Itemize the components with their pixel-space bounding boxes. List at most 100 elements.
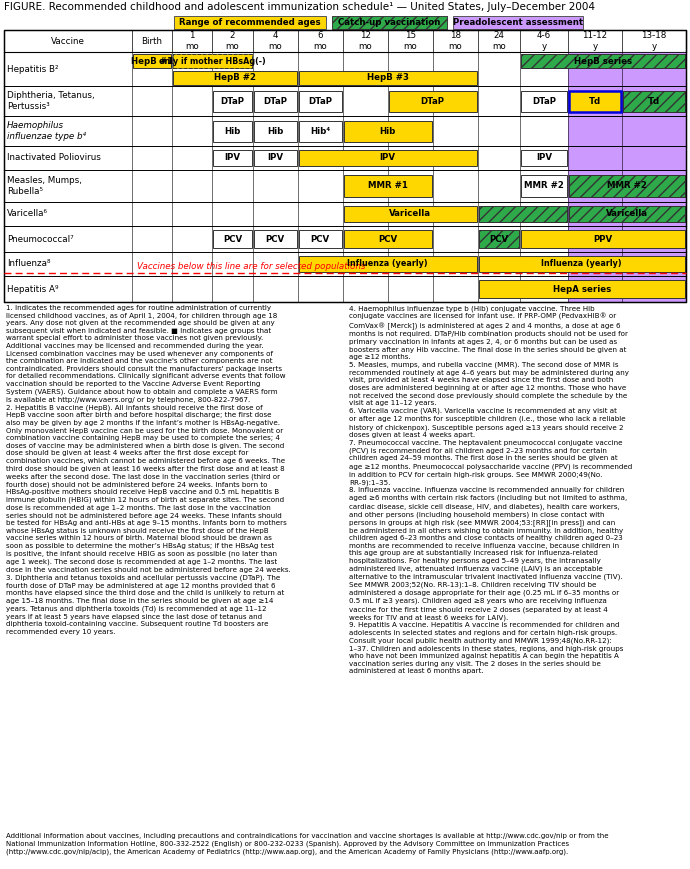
Text: Birth: Birth xyxy=(141,36,163,45)
Bar xyxy=(622,252,686,276)
Text: Diphtheria, Tetanus,
Pertussis³: Diphtheria, Tetanus, Pertussis³ xyxy=(7,91,95,110)
Bar xyxy=(479,206,566,222)
Bar xyxy=(453,16,583,29)
Text: HepB #1: HepB #1 xyxy=(131,56,173,66)
Bar xyxy=(623,90,685,111)
Text: DTaP: DTaP xyxy=(308,96,332,105)
Text: HepA series: HepA series xyxy=(553,284,611,294)
Bar xyxy=(299,121,342,142)
Bar xyxy=(568,276,622,302)
Bar xyxy=(479,255,685,272)
Text: Influenza⁸: Influenza⁸ xyxy=(7,260,50,269)
Text: only if mother HBsAg(-): only if mother HBsAg(-) xyxy=(159,56,266,66)
Text: 15
mo: 15 mo xyxy=(403,31,417,50)
Bar xyxy=(332,16,447,29)
Bar xyxy=(388,90,477,111)
Bar xyxy=(569,90,621,111)
Text: 18
mo: 18 mo xyxy=(448,31,462,50)
Bar xyxy=(299,90,342,111)
Text: DTaP: DTaP xyxy=(421,96,444,105)
Bar xyxy=(213,121,252,142)
Bar xyxy=(568,52,622,86)
Bar xyxy=(521,54,685,69)
Bar xyxy=(521,149,566,166)
Text: 13-18
y: 13-18 y xyxy=(641,31,667,50)
Text: Td: Td xyxy=(589,96,601,105)
Bar xyxy=(622,202,686,226)
Bar xyxy=(344,121,432,142)
Bar xyxy=(568,116,622,146)
Text: DTaP: DTaP xyxy=(263,96,287,105)
Bar xyxy=(173,54,252,69)
Text: HepB #3: HepB #3 xyxy=(366,73,408,83)
Text: PPV: PPV xyxy=(593,235,613,243)
Bar xyxy=(299,230,342,249)
Text: DTaP: DTaP xyxy=(532,96,556,105)
Text: Varicella⁶: Varicella⁶ xyxy=(7,209,48,218)
Bar xyxy=(622,170,686,202)
Text: 4
mo: 4 mo xyxy=(268,31,282,50)
Text: Catch-up vaccination: Catch-up vaccination xyxy=(338,18,441,27)
Bar xyxy=(133,54,171,69)
Text: Hib: Hib xyxy=(267,127,284,136)
Bar xyxy=(4,30,686,302)
Text: Preadolescent assessment: Preadolescent assessment xyxy=(453,18,583,27)
Text: IPV: IPV xyxy=(380,154,395,163)
Bar xyxy=(479,230,520,249)
Bar xyxy=(622,146,686,170)
Text: Hib: Hib xyxy=(224,127,241,136)
Bar xyxy=(344,230,432,249)
Bar xyxy=(568,170,622,202)
Text: MMR #2: MMR #2 xyxy=(607,182,647,190)
Bar xyxy=(623,90,685,111)
Bar xyxy=(254,90,297,111)
Text: HepB #2: HepB #2 xyxy=(214,73,256,83)
Text: IPV: IPV xyxy=(536,154,552,163)
Text: 12
mo: 12 mo xyxy=(358,31,372,50)
Bar xyxy=(622,86,686,116)
Text: Hib⁴: Hib⁴ xyxy=(310,127,331,136)
Bar xyxy=(299,149,477,166)
Bar xyxy=(569,90,621,111)
Text: IPV: IPV xyxy=(224,154,241,163)
Text: Haemophilus
influenzae type b⁴: Haemophilus influenzae type b⁴ xyxy=(7,122,86,141)
Text: PCV: PCV xyxy=(378,235,397,243)
Text: Td: Td xyxy=(648,96,660,105)
Text: 11-12
y: 11-12 y xyxy=(582,31,607,50)
Bar xyxy=(568,146,622,170)
Bar xyxy=(622,52,686,86)
Bar xyxy=(213,149,252,166)
Bar xyxy=(521,230,685,249)
Text: Pneumococcal⁷: Pneumococcal⁷ xyxy=(7,235,74,243)
Text: Varicella: Varicella xyxy=(389,209,431,218)
Text: Hib: Hib xyxy=(380,127,396,136)
Text: Influenza (yearly): Influenza (yearly) xyxy=(347,260,428,269)
Text: Varicella: Varicella xyxy=(606,209,648,218)
Text: 2
mo: 2 mo xyxy=(226,31,239,50)
Bar xyxy=(254,121,297,142)
Text: 6
mo: 6 mo xyxy=(313,31,327,50)
Text: 24
mo: 24 mo xyxy=(492,31,506,50)
Bar xyxy=(173,70,297,85)
Text: Additional information about vaccines, including precautions and contraindicatio: Additional information about vaccines, i… xyxy=(6,833,609,855)
Bar xyxy=(254,149,297,166)
Bar xyxy=(299,70,477,85)
Text: Influenza (yearly): Influenza (yearly) xyxy=(542,260,622,269)
Bar xyxy=(521,54,685,69)
Bar xyxy=(622,116,686,146)
Text: Hepatitis B²: Hepatitis B² xyxy=(7,64,59,74)
Text: MMR #1: MMR #1 xyxy=(368,182,408,190)
Bar xyxy=(479,280,685,298)
Bar xyxy=(568,252,622,276)
Bar xyxy=(521,175,566,197)
Text: IPV: IPV xyxy=(267,154,283,163)
Bar xyxy=(569,175,685,197)
Text: Hepatitis A⁹: Hepatitis A⁹ xyxy=(7,284,59,294)
Bar xyxy=(332,16,447,29)
Text: PCV: PCV xyxy=(310,235,330,243)
Bar xyxy=(299,255,477,272)
Bar xyxy=(569,206,685,222)
Text: 1
mo: 1 mo xyxy=(186,31,199,50)
Bar xyxy=(521,90,566,111)
Text: 4. Haemophilus influenzae type b (Hib) conjugate vaccine. Three Hib
conjugate va: 4. Haemophilus influenzae type b (Hib) c… xyxy=(349,305,632,674)
